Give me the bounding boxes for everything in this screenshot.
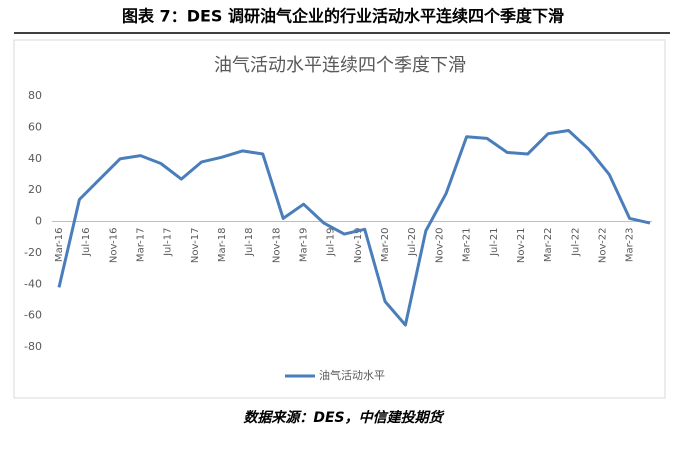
source-note: 数据来源：DES，中信建投期货 [243, 409, 444, 426]
figure-title: 图表 7：DES 调研油气企业的行业活动水平连续四个季度下滑 [122, 7, 564, 26]
x-tick-label: Jul-16 [81, 228, 92, 257]
x-tick-label: Nov-19 [353, 228, 364, 264]
y-tick-label: 60 [28, 120, 42, 133]
x-tick-label: Jul-17 [163, 228, 174, 257]
x-tick-label: Nov-20 [434, 228, 445, 264]
y-tick-label: 40 [28, 152, 42, 165]
x-tick-label: Nov-17 [190, 228, 201, 264]
x-tick-label: Mar-22 [543, 228, 554, 263]
x-tick-label: Nov-18 [271, 228, 282, 264]
chart-title: 油气活动水平连续四个季度下滑 [214, 55, 466, 76]
y-tick-label: -80 [24, 340, 42, 353]
legend-label: 油气活动水平 [319, 368, 385, 382]
y-tick-label: 20 [28, 183, 42, 196]
x-tick-label: Mar-16 [54, 228, 65, 263]
x-tick-label: Mar-20 [380, 228, 391, 263]
x-tick-label: Mar-17 [136, 228, 147, 263]
x-tick-label: Jul-18 [244, 228, 255, 257]
y-tick-label: 80 [28, 89, 42, 102]
x-tick-label: Nov-22 [597, 228, 608, 264]
x-tick-label: Mar-21 [462, 228, 473, 263]
x-tick-label: Nov-21 [516, 228, 527, 264]
series-line [57, 129, 651, 327]
chart-frame [13, 39, 666, 399]
x-tick-label: Nov-16 [108, 228, 119, 264]
x-tick-label: Jul-21 [489, 228, 500, 257]
y-tick-label: 0 [35, 215, 42, 228]
y-tick-label: -20 [24, 246, 42, 259]
x-tick-label: Mar-18 [217, 228, 228, 263]
x-tick-label: Mar-23 [625, 228, 636, 263]
x-tick-label: Jul-19 [326, 228, 337, 257]
x-tick-label: Jul-20 [407, 228, 418, 257]
y-tick-label: -40 [24, 277, 42, 290]
y-tick-label: -60 [24, 309, 42, 322]
x-tick-label: Jul-22 [570, 228, 581, 257]
x-tick-label: Mar-19 [299, 228, 310, 263]
